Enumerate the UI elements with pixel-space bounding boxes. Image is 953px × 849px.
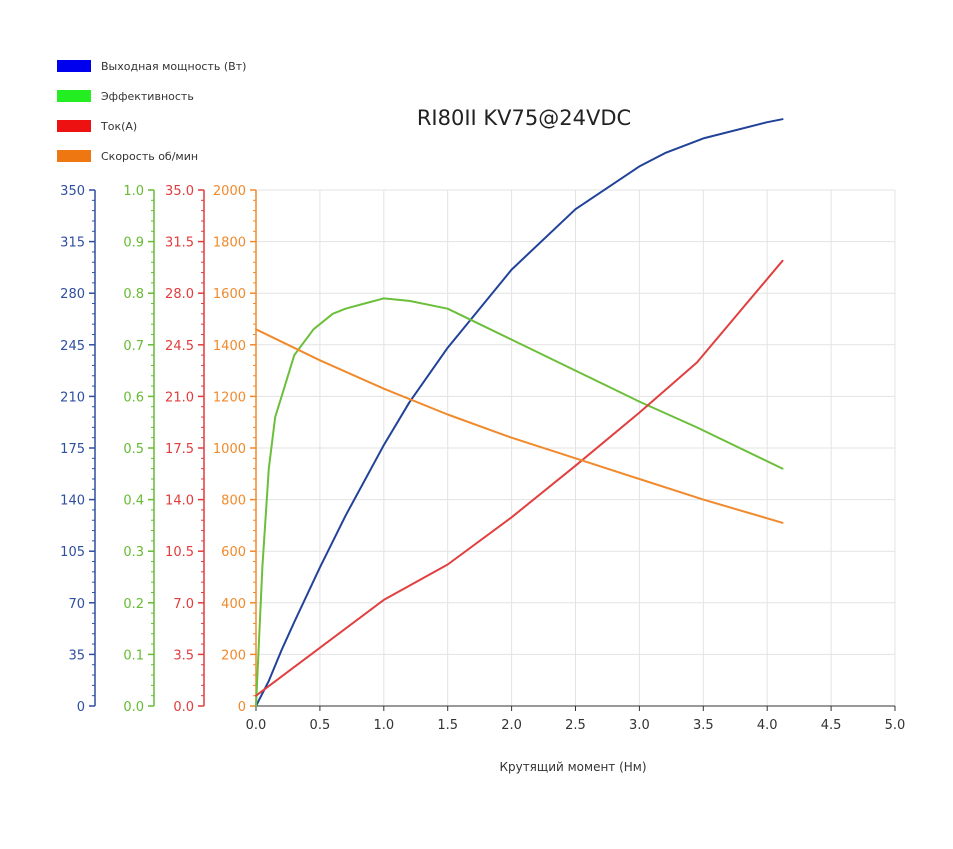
- series-line-power: [255, 118, 784, 707]
- x-tick-label: 2.0: [501, 718, 522, 733]
- power-tick-label: 35: [68, 648, 85, 663]
- grid: [255, 189, 896, 707]
- efficiency-tick-label: 0.6: [123, 390, 144, 405]
- chart-title: RI80II KV75@24VDC: [417, 106, 631, 130]
- efficiency-tick-label: 0.4: [123, 494, 144, 509]
- legend-label-current: Ток(А): [100, 120, 137, 133]
- x-tick-label: 5.0: [885, 718, 906, 733]
- power-tick-label: 245: [60, 339, 85, 354]
- x-tick-label: 4.0: [757, 718, 778, 733]
- speed-tick-label: 1400: [213, 339, 246, 354]
- efficiency-tick-label: 0.0: [123, 700, 144, 715]
- legend-swatch-current: [57, 120, 91, 132]
- current-tick-label: 7.0: [173, 597, 194, 612]
- power-tick-label: 70: [68, 597, 85, 612]
- power-tick-label: 140: [60, 494, 85, 509]
- speed-tick-label: 0: [238, 700, 246, 715]
- current-tick-label: 24.5: [165, 339, 194, 354]
- power-tick-label: 175: [60, 442, 85, 457]
- current-tick-label: 3.5: [173, 648, 194, 663]
- x-tick-label: 3.0: [629, 718, 650, 733]
- current-tick-label: 35.0: [165, 184, 194, 199]
- speed-tick-label: 800: [221, 494, 246, 509]
- current-tick-label: 21.0: [165, 390, 194, 405]
- current-tick-label: 10.5: [165, 545, 194, 560]
- x-tick-label: 0.5: [310, 718, 331, 733]
- speed-tick-label: 1600: [213, 287, 246, 302]
- power-tick-label: 350: [60, 184, 85, 199]
- speed-tick-label: 400: [221, 597, 246, 612]
- x-tick-label: 3.5: [693, 718, 714, 733]
- efficiency-tick-label: 0.3: [123, 545, 144, 560]
- current-tick-label: 14.0: [165, 494, 194, 509]
- series-line-speed: [255, 328, 784, 524]
- speed-tick-label: 2000: [213, 184, 246, 199]
- x-axis-label: Крутящий момент (Нм): [499, 760, 646, 774]
- power-tick-label: 210: [60, 390, 85, 405]
- efficiency-tick-label: 0.8: [123, 287, 144, 302]
- power-tick-label: 105: [60, 545, 85, 560]
- series-line-efficiency: [255, 297, 784, 707]
- efficiency-tick-label: 1.0: [123, 184, 144, 199]
- legend-label-speed: Скорость об/мин: [101, 150, 198, 163]
- efficiency-tick-label: 0.5: [123, 442, 144, 457]
- speed-tick-label: 600: [221, 545, 246, 560]
- axes: 0.0 0.5 1.0 1.5 2.0 2.5 3.0 3.5 4.0 4.5 5.0 0 35 70 10…: [60, 184, 905, 733]
- legend-swatch-power: [57, 60, 91, 72]
- speed-tick-label: 1800: [213, 236, 246, 251]
- speed-tick-label: 200: [221, 648, 246, 663]
- speed-tick-label: 1000: [213, 442, 246, 457]
- x-tick-label: 2.5: [565, 718, 586, 733]
- efficiency-tick-label: 0.2: [123, 597, 144, 612]
- power-tick-label: 280: [60, 287, 85, 302]
- power-tick-label: 315: [60, 236, 85, 251]
- series-lines: [255, 118, 784, 707]
- legend-label-efficiency: Эффективность: [101, 90, 194, 103]
- efficiency-tick-label: 0.7: [123, 339, 144, 354]
- efficiency-tick-label: 0.9: [123, 236, 144, 251]
- current-tick-label: 17.5: [165, 442, 194, 457]
- power-tick-label: 0: [77, 700, 85, 715]
- x-tick-label: 4.5: [821, 718, 842, 733]
- legend-swatch-speed: [57, 150, 91, 162]
- x-tick-label: 0.0: [246, 718, 267, 733]
- current-tick-label: 0.0: [173, 700, 194, 715]
- efficiency-tick-label: 0.1: [123, 648, 144, 663]
- current-tick-label: 28.0: [165, 287, 194, 302]
- series-line-current: [255, 259, 784, 697]
- legend-swatch-efficiency: [57, 90, 91, 102]
- speed-tick-label: 1200: [213, 390, 246, 405]
- current-tick-label: 31.5: [165, 236, 194, 251]
- x-tick-label: 1.5: [437, 718, 458, 733]
- x-tick-label: 1.0: [373, 718, 394, 733]
- legend: Выходная мощность (Вт) Эффективность Ток(А…: [57, 60, 246, 163]
- legend-label-power: Выходная мощность (Вт): [101, 60, 246, 73]
